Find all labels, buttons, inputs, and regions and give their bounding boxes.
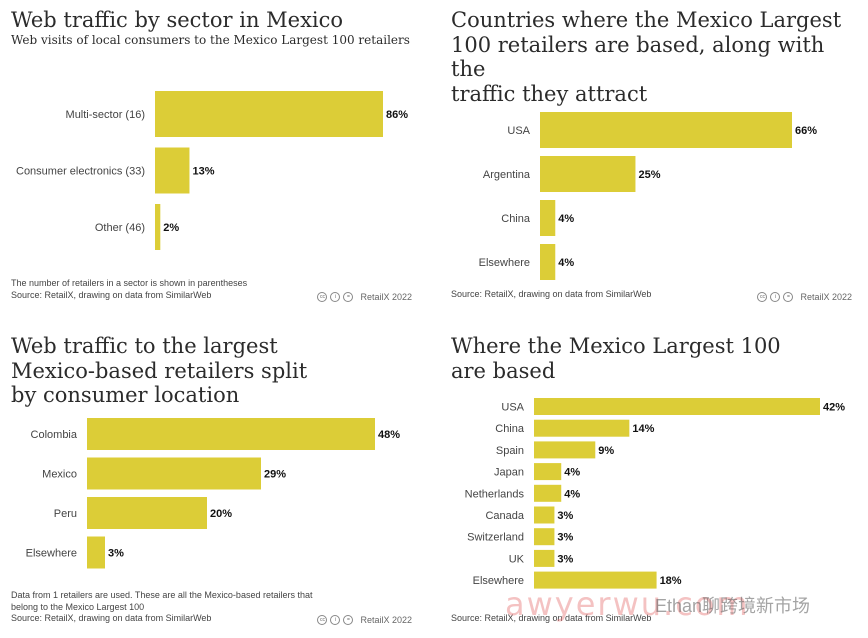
value-label: 66%	[795, 125, 817, 137]
bar	[534, 419, 630, 437]
category-label: Colombia	[31, 429, 78, 441]
chart-title: Where the Mexico Largest 100 are based	[451, 334, 781, 383]
bar	[155, 91, 383, 137]
cc-icon: cc	[317, 615, 328, 625]
value-label: 25%	[638, 169, 660, 181]
chart-title: Web traffic by sector in Mexico	[11, 8, 344, 32]
bar	[534, 484, 562, 502]
bar	[534, 549, 555, 567]
chart-note: Data from 1 retailers are used. These ar…	[11, 590, 313, 612]
value-label: 4%	[558, 213, 574, 225]
category-label: Elsewhere	[479, 257, 530, 269]
bar	[534, 441, 596, 459]
bar-chart: Colombia 48% Mexico 29% Peru 20% Elsewhere 3%	[26, 418, 400, 569]
bar	[87, 418, 375, 450]
category-label: China	[501, 213, 531, 225]
bar-chart: Multi-sector (16) 86% Consumer electronics…	[16, 91, 408, 250]
chart-panel-country-traffic: Countries where the Mexico Largest 100 r…	[440, 0, 866, 316]
chart-panel-sector-traffic: Web traffic by sector in Mexico Web visi…	[0, 0, 426, 316]
chart-source: Source: RetailX, drawing on data from Si…	[451, 613, 652, 623]
value-label: 9%	[598, 445, 614, 457]
credit-text: RetailX 2022	[800, 292, 852, 302]
bar	[534, 463, 562, 481]
value-label: 20%	[210, 508, 232, 520]
nd-icon: =	[783, 292, 794, 302]
category-label: Multi-sector (16)	[66, 109, 145, 121]
category-label: Other (46)	[95, 222, 145, 234]
credit-badge: cc i = RetailX 2022	[317, 292, 412, 302]
by-icon: i	[330, 292, 341, 302]
bar	[534, 398, 820, 415]
chart-note: The number of retailers in a sector is s…	[11, 278, 248, 288]
value-label: 3%	[557, 553, 573, 565]
by-icon: i	[330, 615, 341, 625]
bar	[540, 244, 556, 280]
chart-source: Source: RetailX, drawing on data from Si…	[451, 289, 652, 299]
category-label: Consumer electronics (33)	[16, 166, 145, 178]
category-label: Elsewhere	[26, 548, 77, 560]
chart-panel-consumer-location: Web traffic to the largest Mexico-based …	[0, 322, 426, 638]
category-label: Netherlands	[465, 488, 525, 500]
chart-title: Countries where the Mexico Largest 100 r…	[451, 8, 842, 106]
value-label: 42%	[823, 402, 845, 414]
bar	[534, 571, 657, 589]
chart-source: Source: RetailX, drawing on data from Si…	[11, 613, 212, 623]
bar	[540, 200, 556, 236]
bar	[87, 536, 105, 569]
bar	[540, 112, 792, 148]
bar	[155, 204, 161, 250]
watermark-text: awyerwu.com	[505, 585, 750, 623]
category-label: USA	[507, 125, 530, 137]
category-label: China	[495, 423, 525, 435]
value-label: 13%	[192, 166, 214, 178]
value-label: 4%	[564, 488, 580, 500]
category-label: Switzerland	[467, 532, 524, 544]
cc-icon: cc	[317, 292, 328, 302]
value-label: 14%	[632, 423, 654, 435]
credit-badge: cc i = RetailX 2022	[757, 292, 852, 302]
category-label: Canada	[485, 510, 524, 522]
bar	[87, 497, 207, 529]
bar-chart: USA 66% Argentina 25% China 4% Elsewhere 4%	[479, 112, 817, 280]
by-icon: i	[770, 292, 781, 302]
bar	[534, 528, 555, 546]
value-label: 48%	[378, 429, 400, 441]
category-label: Spain	[496, 445, 524, 457]
bar-chart: USA 42% China 14% Spain 9% Japan 4% Netherlands 4…	[465, 398, 845, 589]
category-label: Japan	[494, 467, 524, 479]
chart-panel-retailer-origin: Where the Mexico Largest 100 are based U…	[440, 322, 866, 638]
credit-badge: cc i = RetailX 2022	[317, 615, 412, 625]
chart-title: Web traffic to the largest Mexico-based …	[11, 334, 308, 407]
value-label: 4%	[564, 467, 580, 479]
category-label: UK	[509, 553, 525, 565]
value-label: 18%	[660, 575, 682, 587]
chart-source: Source: RetailX, drawing on data from Si…	[11, 289, 212, 300]
chart-subtitle: Web visits of local consumers to the Mex…	[11, 33, 410, 47]
value-label: 4%	[558, 257, 574, 269]
watermark-account: Ethan聊跨境新市场	[655, 596, 811, 616]
value-label: 3%	[557, 510, 573, 522]
credit-text: RetailX 2022	[360, 615, 412, 625]
bar	[155, 147, 190, 194]
category-label: Argentina	[483, 169, 531, 181]
value-label: 29%	[264, 469, 286, 481]
cc-icon: cc	[757, 292, 768, 302]
value-label: 86%	[386, 109, 408, 121]
nd-icon: =	[343, 292, 354, 302]
bar	[87, 457, 261, 490]
credit-text: RetailX 2022	[360, 292, 412, 302]
value-label: 2%	[163, 222, 179, 234]
category-label: Mexico	[42, 469, 77, 481]
nd-icon: =	[343, 615, 354, 625]
category-label: Elsewhere	[473, 575, 524, 587]
bar	[534, 506, 555, 524]
category-label: Peru	[54, 508, 77, 520]
bar	[540, 156, 636, 192]
value-label: 3%	[108, 548, 124, 560]
category-label: USA	[501, 402, 524, 414]
value-label: 3%	[557, 532, 573, 544]
